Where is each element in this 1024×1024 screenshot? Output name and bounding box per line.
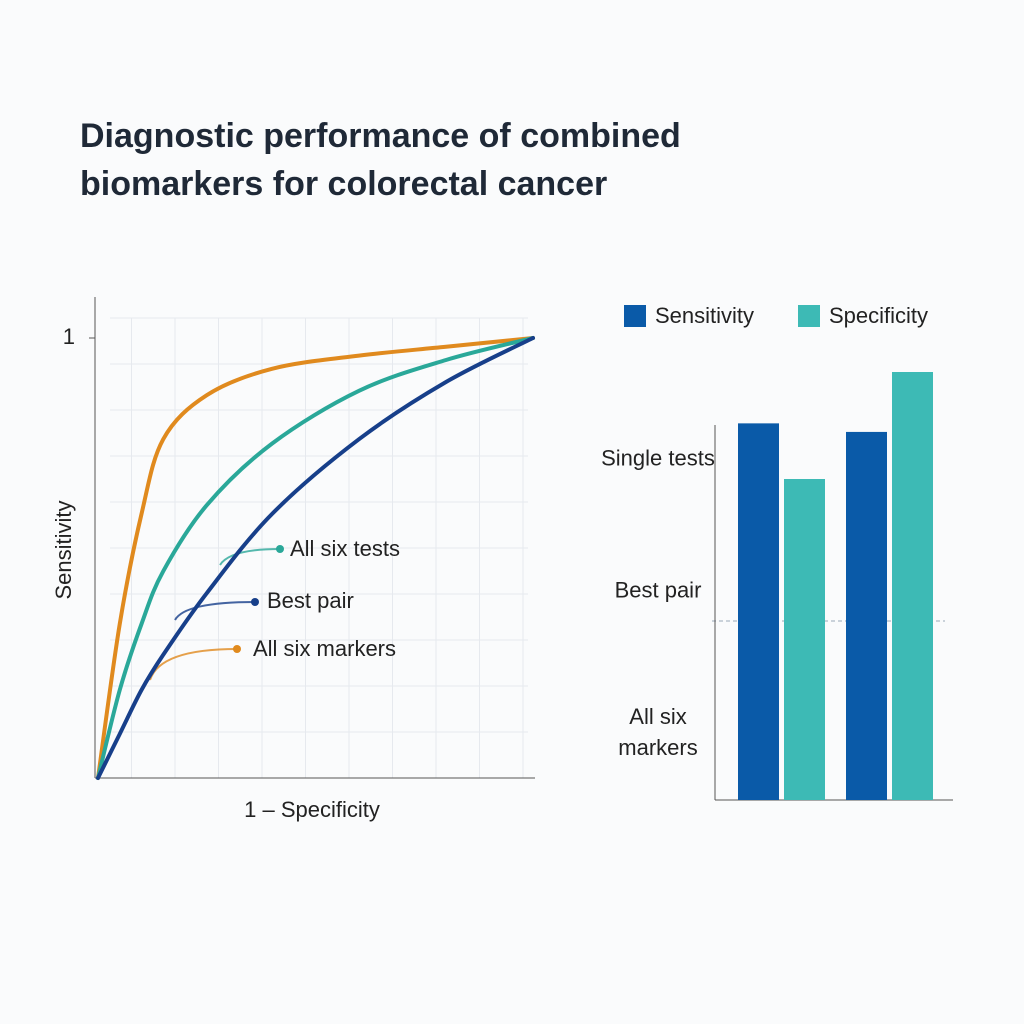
roc-curve: [96, 336, 535, 780]
bar: [784, 479, 825, 800]
legend-swatch: [624, 305, 646, 327]
curve-label: All six tests: [290, 536, 400, 561]
legend-label: Sensitivity: [655, 303, 754, 328]
curve-label: All six markers: [253, 636, 396, 661]
y-tick-label: All six markers: [618, 703, 698, 760]
y-axis-label: Sensitivity: [51, 500, 76, 599]
bar: [846, 431, 887, 800]
bar: [738, 423, 779, 800]
x-axis-label: 1 – Specificity: [244, 797, 380, 822]
curve-label: Best pair: [267, 588, 354, 613]
bar: [892, 372, 933, 800]
legend-swatch: [798, 305, 820, 327]
y-tick-label: 1: [63, 324, 75, 349]
chart-title: Diagnostic performance of combined bioma…: [80, 117, 681, 203]
leader-dot: [276, 545, 284, 553]
y-tick-label: Single tests: [601, 445, 715, 471]
legend-label: Specificity: [829, 303, 928, 328]
roc-curve: [96, 336, 535, 780]
leader-dot: [233, 645, 241, 653]
y-tick-label: Best pair: [614, 577, 702, 603]
leader-dot: [251, 598, 259, 606]
roc-curve: [96, 336, 535, 780]
leader-line: [174, 601, 256, 621]
